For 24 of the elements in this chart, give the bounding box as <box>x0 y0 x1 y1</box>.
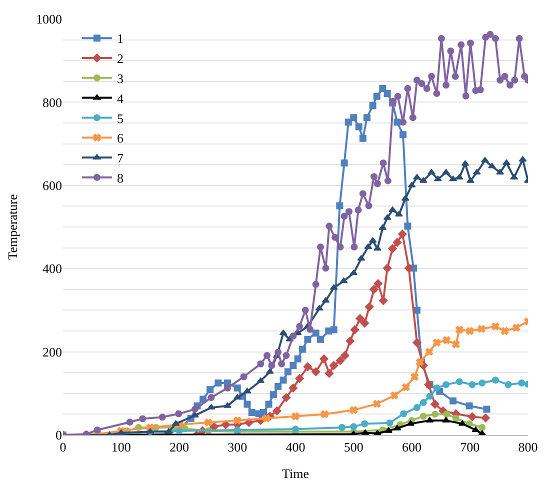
x-tick-label: 300 <box>228 440 248 455</box>
legend-label: 5 <box>116 110 124 126</box>
x-tick-label: 800 <box>518 440 538 455</box>
x-tick-label: 600 <box>402 440 422 455</box>
y-tick-label: 0 <box>56 428 62 443</box>
x-tick-label: 500 <box>344 440 364 455</box>
legend-label: 4 <box>116 90 124 106</box>
x-tick-label: 700 <box>460 440 480 455</box>
x-axis-title: Time <box>282 466 310 482</box>
legend-label: 3 <box>116 70 124 86</box>
x-tick-label: 400 <box>286 440 306 455</box>
legend-label: 2 <box>116 51 124 66</box>
x-tick-label: 200 <box>170 440 189 455</box>
y-tick-label: 600 <box>42 178 62 193</box>
y-tick-label: 1000 <box>36 12 62 27</box>
legend-label: 7 <box>116 150 124 166</box>
y-axis-title: Temperature <box>4 194 20 260</box>
y-tick-label: 800 <box>42 94 62 110</box>
legend-label: 8 <box>116 170 124 186</box>
y-tick-label: 400 <box>42 261 62 276</box>
legend-label: 1 <box>116 31 124 46</box>
x-tick-label: 100 <box>111 440 131 455</box>
legend-label: 6 <box>116 130 124 146</box>
y-tick-label: 200 <box>42 344 62 360</box>
